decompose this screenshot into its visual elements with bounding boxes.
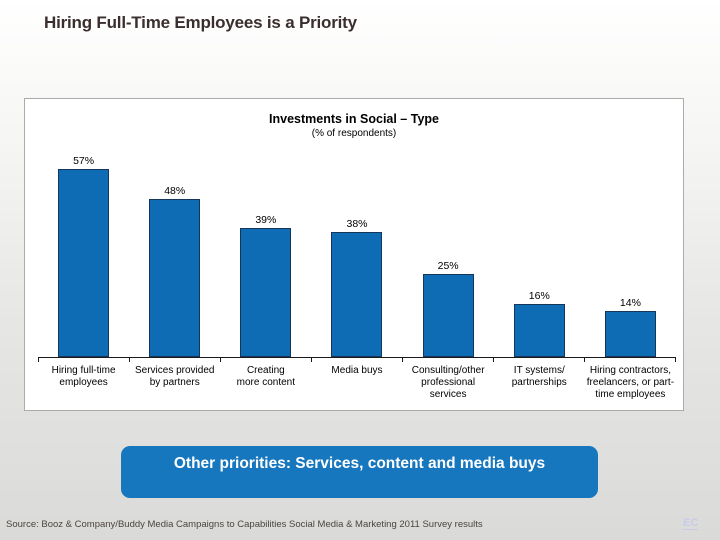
category-label: Creating more content <box>236 365 296 388</box>
source-footnote: Source: Booz & Company/Buddy Media Campa… <box>6 519 483 530</box>
bar <box>58 169 110 357</box>
chart-panel: Investments in Social – Type (% of respo… <box>24 98 684 411</box>
bar-column: 57% <box>38 155 129 357</box>
axis-tick-cell <box>585 358 676 362</box>
axis-tick-cell <box>38 358 130 362</box>
category-label: IT systems/ partnerships <box>511 365 567 388</box>
axis-ticks <box>38 358 676 362</box>
bar-column: 48% <box>129 185 220 357</box>
bar-value-label: 48% <box>164 185 186 197</box>
bar <box>240 228 292 357</box>
bar <box>604 311 656 357</box>
bar-column: 25% <box>403 260 494 357</box>
axis-tick-cell <box>130 358 221 362</box>
bars-row: 57% 48% 39% 38% 25% 16% 14% <box>38 99 676 358</box>
axis-tick-cell <box>312 358 403 362</box>
axis-tick-cell <box>403 358 494 362</box>
watermark-logo: EC <box>683 517 699 530</box>
category-label: Consulting/other professional services <box>411 365 485 400</box>
bar-chart-plot: 57% 48% 39% 38% 25% 16% 14% Hiring full-time e… <box>38 99 676 401</box>
category-label: Hiring full-time employees <box>51 365 116 388</box>
category-label: Media buys <box>331 365 383 376</box>
callout-banner: Other priorities: Services, content and … <box>121 446 598 498</box>
bar-column: 14% <box>585 297 676 357</box>
category-labels-row: Hiring full-time employees Services provi… <box>38 365 676 401</box>
category-label: Services provided by partners <box>134 365 215 388</box>
bar-value-label: 57% <box>73 155 95 167</box>
slide-title: Hiring Full-Time Employees is a Priority <box>44 13 357 32</box>
bar-column: 39% <box>220 214 311 357</box>
axis-tick-cell <box>494 358 585 362</box>
bar-value-label: 25% <box>437 260 459 272</box>
category-label: Hiring contractors, freelancers, or part… <box>586 365 675 400</box>
bar-value-label: 39% <box>255 214 277 226</box>
bar <box>149 199 201 357</box>
chart-subtitle: (% of respondents) <box>311 128 397 139</box>
bar-value-label: 14% <box>619 297 641 309</box>
bar <box>422 274 474 357</box>
bar-value-label: 38% <box>346 218 368 230</box>
bar <box>331 232 383 357</box>
chart-title: Investments in Social – Type <box>269 112 439 126</box>
bar-column: 38% <box>311 218 402 357</box>
bar <box>513 304 565 357</box>
bar-column: 16% <box>494 290 585 357</box>
axis-tick-cell <box>221 358 312 362</box>
bar-value-label: 16% <box>528 290 550 302</box>
